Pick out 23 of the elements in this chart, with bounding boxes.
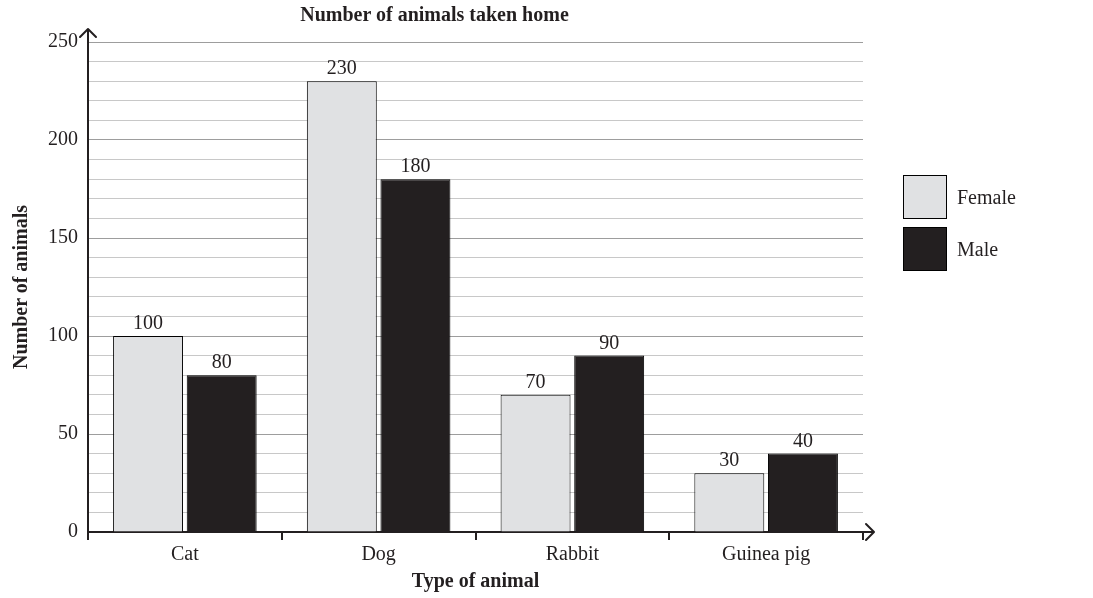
x-tick-label: Cat	[170, 542, 200, 565]
data-label: 180	[400, 154, 431, 177]
x-tick-label: Guinea pig	[721, 542, 811, 566]
y-tick-label: 50	[58, 421, 78, 444]
data-label: 230	[326, 56, 357, 79]
data-label: 70	[525, 370, 546, 393]
chart-title: Number of animals taken home	[300, 3, 569, 26]
data-label: 80	[211, 350, 232, 373]
data-label: 100	[133, 311, 164, 334]
y-tick-label: 100	[48, 323, 78, 346]
x-axis-title: Type of animal	[411, 569, 540, 593]
x-tick-label: Rabbit	[545, 542, 600, 565]
y-tick-label: 150	[48, 225, 78, 248]
data-label: 90	[599, 330, 620, 353]
data-label: 30	[719, 448, 740, 471]
y-tick-label: 200	[48, 127, 78, 150]
data-label: 40	[792, 428, 813, 451]
y-axis-title: Number of animals	[9, 204, 32, 370]
x-tick-label: Dog	[361, 542, 396, 566]
legend-label: Female	[957, 185, 1016, 209]
y-tick-label: 0	[68, 519, 78, 542]
y-tick-label: 250	[48, 29, 78, 52]
legend-label: Male	[957, 237, 999, 261]
